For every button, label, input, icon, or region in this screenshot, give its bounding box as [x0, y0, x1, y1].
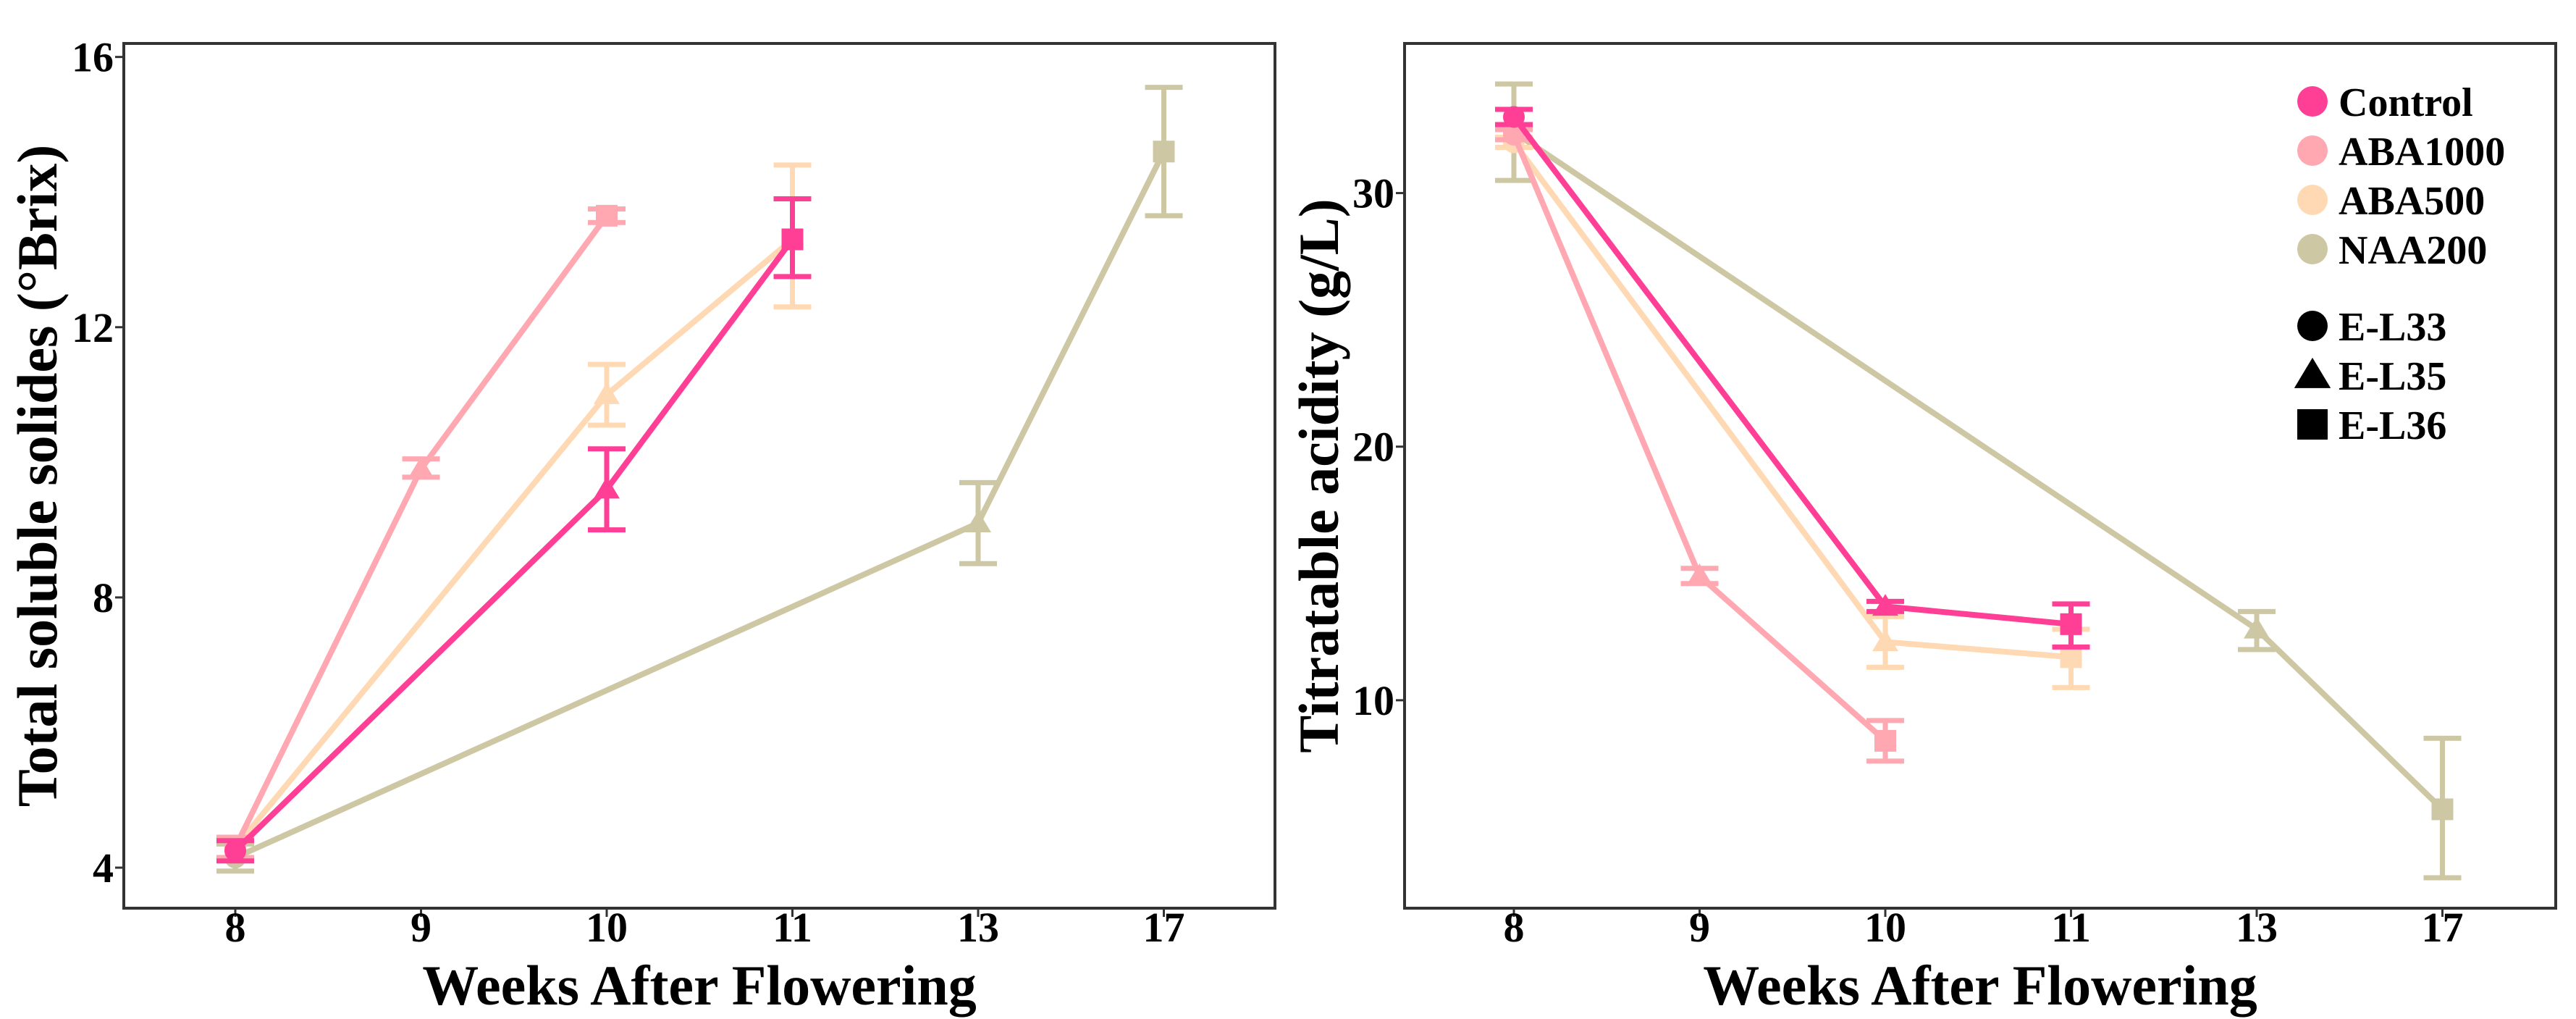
x-tick-label: 8	[1504, 904, 1525, 951]
legend-label: ABA1000	[2339, 130, 2505, 175]
legend-swatch	[2297, 185, 2328, 215]
x-tick-label: 17	[2422, 904, 2464, 951]
x-tick-label: 8	[225, 904, 246, 951]
data-point	[596, 204, 618, 227]
series-naa200	[1495, 81, 2462, 881]
series-line	[232, 237, 795, 850]
y-tick-label: 12	[72, 304, 114, 351]
acidity-chart: 10 20 30 8 9 10 11 13 17 Weeks After Flowering Tit…	[1287, 42, 2557, 1017]
legend-label: E-L33	[2339, 305, 2446, 350]
y-tick-label: 16	[72, 34, 114, 81]
x-tick-label: 13	[957, 904, 999, 951]
y-tick-label: 8	[93, 574, 114, 621]
y-tick-label: 20	[1352, 424, 1394, 471]
x-tick-label: 13	[2236, 904, 2278, 951]
series-control	[216, 196, 812, 864]
series-aba500	[1495, 131, 2090, 690]
legend-label: E-L36	[2339, 403, 2446, 448]
y-tick-label: 4	[93, 844, 114, 892]
x-tick-label: 11	[2051, 904, 2091, 951]
circle-icon	[2297, 311, 2328, 341]
data-point	[2244, 616, 2270, 639]
data-point	[2431, 798, 2454, 821]
y-axis-title: Total soluble solides (°Brix)	[6, 145, 69, 808]
series-line	[1511, 141, 2071, 661]
y-tick-label: 30	[1352, 170, 1394, 217]
legend-label: Control	[2339, 80, 2473, 125]
x-tick-label: 17	[1143, 904, 1185, 951]
series-aba500	[216, 162, 812, 860]
x-tick-label: 10	[586, 904, 628, 951]
x-tick-label: 11	[773, 904, 812, 951]
data-point	[2060, 646, 2082, 668]
legend-swatch	[2297, 234, 2328, 264]
data-point	[1872, 629, 1898, 652]
data-point	[1503, 106, 1525, 128]
data-point	[1874, 729, 1896, 752]
x-axis-title: Weeks After Flowering	[422, 954, 976, 1017]
x-axis-title: Weeks After Flowering	[1703, 954, 2257, 1017]
legend-swatch	[2297, 135, 2328, 166]
x-tick-label: 10	[1864, 904, 1906, 951]
x-tick-label: 9	[1689, 904, 1710, 951]
data-point	[1872, 594, 1898, 616]
data-point	[408, 456, 434, 479]
series-line	[1511, 115, 2071, 627]
legend-label: E-L35	[2339, 354, 2446, 399]
y-axis-title: Titratable acidity (g/L)	[1287, 198, 1350, 753]
data-point	[224, 839, 246, 862]
series-line	[232, 214, 610, 849]
plot-frame	[122, 42, 1276, 910]
data-point	[1153, 141, 1175, 163]
plot-frame	[1403, 42, 2557, 910]
legend-swatch	[2297, 86, 2328, 117]
series-line	[1511, 133, 1887, 743]
data-point	[965, 511, 991, 533]
triangle-icon	[2294, 357, 2331, 388]
square-icon	[2297, 409, 2328, 440]
data-point	[594, 477, 620, 499]
legend-label: NAA200	[2339, 228, 2487, 273]
tss-chart: 4 8 12 16 8 9 10 11 13 17 Weeks After Flowering Tot…	[6, 34, 1276, 1017]
legend-label: ABA500	[2339, 179, 2485, 224]
series-line	[233, 238, 795, 853]
data-point	[594, 382, 620, 404]
series-control	[1495, 106, 2090, 650]
series-line	[234, 150, 1167, 860]
series-naa200	[216, 85, 1183, 874]
y-tick-label: 10	[1352, 677, 1394, 724]
x-tick-label: 9	[411, 904, 432, 951]
data-point	[781, 228, 804, 251]
data-point	[1503, 124, 1525, 146]
data-point	[2060, 613, 2082, 635]
series-aba1000	[1495, 124, 1904, 764]
data-point	[1686, 563, 1713, 586]
